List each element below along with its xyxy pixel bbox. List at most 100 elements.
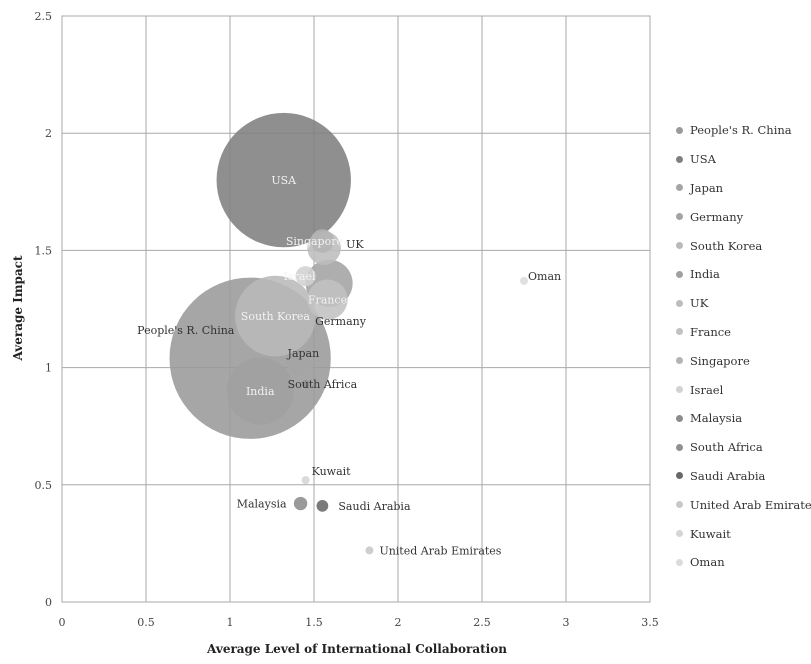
point-label: India — [246, 385, 275, 398]
tick-labels: 0 0.5 1 1.5 2 2.5 3 3.5 0 0.5 1 1.5 2 2.5 — [35, 10, 659, 629]
point-label: UK — [346, 238, 364, 251]
legend-label: Japan — [690, 180, 724, 195]
bubble-israel — [295, 266, 316, 287]
legend-item: France — [676, 318, 811, 347]
x-tick-label: 3.5 — [641, 616, 659, 629]
legend-label: Kuwait — [690, 526, 731, 541]
legend-label: South Africa — [690, 440, 763, 455]
y-tick-label: 0.5 — [35, 479, 53, 492]
legend-item: South Korea — [676, 231, 811, 260]
point-label: USA — [271, 174, 297, 187]
legend-item: South Africa — [676, 433, 811, 462]
legend-label: Singapore — [690, 353, 750, 368]
x-axis-title: Average Level of International Collabora… — [206, 642, 507, 656]
point-label: Israel — [284, 270, 316, 283]
x-tick-label: 1 — [227, 616, 234, 629]
bubbles — [169, 112, 528, 555]
legend-label: Malaysia — [690, 411, 743, 426]
bubble-saudi-arabia — [316, 500, 329, 512]
legend-label: India — [690, 267, 720, 282]
x-tick-label: 1.5 — [305, 616, 323, 629]
y-tick-label: 1 — [45, 362, 52, 375]
legend-item: Singapore — [676, 346, 811, 375]
legend-swatch — [676, 530, 683, 538]
legend-swatch — [676, 501, 683, 509]
legend-item: Malaysia — [676, 404, 811, 433]
bubble-kuwait — [301, 476, 310, 485]
point-label: Saudi Arabia — [338, 500, 411, 513]
legend-label: Oman — [690, 555, 725, 570]
legend-label: South Korea — [690, 238, 763, 253]
bubble-japan — [287, 349, 314, 377]
legend-label: Israel — [690, 382, 724, 397]
point-labels: USA Singapore UK Israel France Germany South K… — [137, 174, 561, 557]
legend-item: Oman — [676, 548, 811, 577]
point-label: Japan — [287, 347, 320, 360]
legend-label: People's R. China — [690, 123, 792, 138]
y-tick-label: 1.5 — [35, 244, 53, 257]
legend-item: Germany — [676, 202, 811, 231]
bubble-south-korea — [235, 275, 316, 357]
legend-item: USA — [676, 145, 811, 174]
x-tick-label: 0 — [59, 616, 66, 629]
bubble-singapore — [310, 229, 335, 253]
legend-swatch — [676, 472, 683, 480]
legend-label: Germany — [690, 209, 744, 224]
bubble-united-arab-emirates — [365, 546, 374, 555]
point-label: Singapore — [286, 235, 343, 248]
x-tick-label: 2 — [395, 616, 402, 629]
legend-swatch — [676, 270, 683, 278]
legend-swatch — [676, 443, 683, 451]
legend-swatch — [676, 328, 683, 336]
point-label: France — [308, 294, 347, 307]
point-label: People's R. China — [137, 324, 235, 337]
legend-label: Saudi Arabia — [690, 468, 766, 483]
point-label: United Arab Emirates — [379, 544, 501, 557]
x-tick-label: 3 — [563, 616, 570, 629]
y-tick-label: 0 — [45, 596, 52, 609]
legend-label: UK — [690, 296, 709, 311]
grid-lines — [61, 15, 651, 603]
bubble-malaysia — [293, 496, 308, 511]
legend-swatch — [676, 155, 683, 163]
point-label: South Korea — [241, 310, 311, 323]
legend-item: India — [676, 260, 811, 289]
legend-swatch — [676, 213, 683, 221]
legend-item: United Arab Emirates — [676, 490, 811, 519]
x-tick-label: 2.5 — [473, 616, 491, 629]
bubble-usa — [216, 112, 351, 248]
point-label: Kuwait — [312, 465, 352, 478]
legend-item: Japan — [676, 174, 811, 203]
legend-label: USA — [690, 152, 716, 167]
legend-swatch — [676, 126, 683, 134]
legend-swatch — [676, 414, 683, 422]
legend-item: Saudi Arabia — [676, 462, 811, 491]
x-tick-label: 0.5 — [137, 616, 155, 629]
legend-item: UK — [676, 289, 811, 318]
point-label: Germany — [315, 315, 367, 328]
bubble-oman — [520, 276, 528, 285]
point-label: South Africa — [288, 378, 358, 391]
legend-swatch — [676, 184, 683, 192]
bubble-south-africa — [301, 380, 310, 389]
legend-swatch — [676, 299, 683, 307]
legend-swatch — [676, 242, 683, 250]
legend-swatch — [676, 357, 683, 365]
y-axis-title: Average Impact — [11, 255, 25, 362]
plot-frame — [61, 15, 651, 603]
legend-label: United Arab Emirates — [690, 497, 811, 512]
legend-label: France — [690, 324, 731, 339]
bubble-india — [226, 357, 294, 425]
legend-item: People's R. China — [676, 116, 811, 145]
legend-swatch — [676, 386, 683, 394]
y-tick-label: 2 — [45, 127, 52, 140]
y-tick-label: 2.5 — [35, 10, 53, 23]
bubble-france — [307, 279, 348, 320]
legend-item: Kuwait — [676, 519, 811, 548]
legend: People's R. China USA Japan Germany South Ko… — [676, 116, 811, 577]
legend-item: Israel — [676, 375, 811, 404]
legend-swatch — [676, 558, 683, 566]
point-label: Malaysia — [237, 498, 287, 511]
point-label: Oman — [528, 270, 561, 283]
